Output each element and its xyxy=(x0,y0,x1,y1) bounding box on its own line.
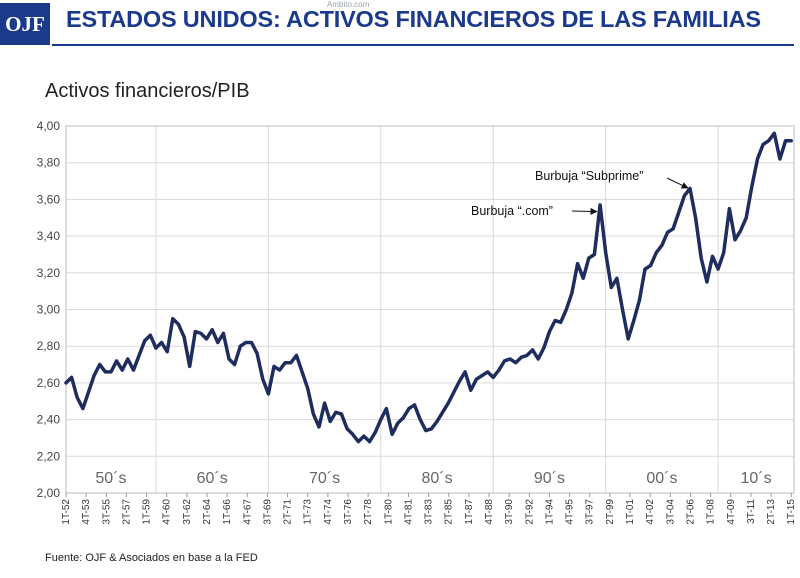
x-tick-label: 3T-76 xyxy=(343,499,354,525)
x-tick-label: 3T-04 xyxy=(665,499,676,525)
y-tick-label: 3,00 xyxy=(37,303,61,317)
decade-label: 10´s xyxy=(740,470,771,487)
source-note: Fuente: OJF & Asociados en base a la FED xyxy=(45,552,258,564)
x-tick-label: 4T-09 xyxy=(726,499,737,525)
x-tick-label: 1T-94 xyxy=(544,499,555,525)
decade-label: 80´s xyxy=(421,470,452,487)
annotation-arrow xyxy=(666,177,689,189)
x-tick-label: 1T-01 xyxy=(625,499,636,525)
x-tick-label: 3T-62 xyxy=(182,499,193,525)
x-tick-label: 2T-64 xyxy=(202,499,213,525)
x-tick-label: 2T-99 xyxy=(605,499,616,525)
x-tick-label: 4T-53 xyxy=(81,499,92,525)
watermark: Ambito.com xyxy=(327,0,370,9)
x-tick-label: 4T-02 xyxy=(645,499,656,525)
x-tick-label: 2T-13 xyxy=(766,499,777,525)
y-tick-label: 3,40 xyxy=(37,229,61,243)
ojf-logo: OJF xyxy=(0,3,50,45)
y-tick-label: 2,20 xyxy=(37,449,61,463)
x-tick-label: 2T-85 xyxy=(444,499,455,525)
x-tick-label: 1T-59 xyxy=(142,499,153,525)
x-tick-label: 1T-80 xyxy=(383,499,394,525)
plot-area xyxy=(65,125,795,494)
x-tick-label: 4T-60 xyxy=(162,499,173,525)
decade-label: 90´s xyxy=(534,470,565,487)
x-tick-label: 1T-15 xyxy=(786,499,797,525)
x-tick-label: 2T-92 xyxy=(524,499,535,525)
slide-header: OJF Ambito.com ESTADOS UNIDOS: ACTIVOS F… xyxy=(0,0,800,56)
series-line xyxy=(64,131,793,444)
x-tick-label: 3T-11 xyxy=(746,499,757,524)
x-tick-label: 3T-55 xyxy=(101,499,112,525)
header-rule xyxy=(52,44,794,46)
chart-title: Activos financieros/PIB xyxy=(45,80,250,102)
decade-label: 70´s xyxy=(309,470,340,487)
y-tick-label: 3,20 xyxy=(37,266,61,280)
x-tick-label: 4T-88 xyxy=(484,499,495,525)
x-tick-label: 3T-90 xyxy=(504,499,515,525)
y-tick-label: 4,00 xyxy=(37,119,61,133)
y-tick-label: 2,60 xyxy=(37,376,61,390)
annotation-dotcom: Burbuja “.com” xyxy=(471,204,553,218)
x-tick-label: 1T-08 xyxy=(706,499,717,525)
annotation-arrow xyxy=(571,207,598,215)
x-tick-label: 3T-83 xyxy=(424,499,435,525)
x-tick-label: 4T-81 xyxy=(403,499,414,525)
x-tick-label: 2T-57 xyxy=(121,499,132,525)
y-tick-label: 2,00 xyxy=(37,486,61,500)
x-tick-label: 2T-78 xyxy=(363,499,374,525)
decade-label: 50´s xyxy=(95,470,126,487)
y-tick-label: 3,60 xyxy=(37,192,61,206)
x-tick-label: 2T-71 xyxy=(283,499,294,525)
y-tick-label: 2,80 xyxy=(37,339,61,353)
x-tick-label: 4T-95 xyxy=(565,499,576,525)
decade-label: 60´s xyxy=(197,470,228,487)
x-tick-label: 1T-73 xyxy=(303,499,314,525)
x-tick-label: 2T-06 xyxy=(685,499,696,525)
decade-label: 00´s xyxy=(646,470,677,487)
x-tick-label: 3T-69 xyxy=(262,499,273,525)
x-tick-label: 1T-87 xyxy=(464,499,475,525)
slide-title: ESTADOS UNIDOS: ACTIVOS FINANCIEROS DE L… xyxy=(66,6,761,32)
annotation-subprime: Burbuja “Subprime” xyxy=(535,169,643,183)
y-tick-label: 3,80 xyxy=(37,156,61,170)
x-tick-label: 3T-97 xyxy=(585,499,596,525)
x-tick-label: 1T-66 xyxy=(222,499,233,525)
x-tick-label: 4T-67 xyxy=(242,499,253,525)
y-tick-label: 2,40 xyxy=(37,413,61,427)
x-tick-label: 4T-74 xyxy=(323,499,334,525)
x-tick-label: 1T-52 xyxy=(61,499,72,525)
